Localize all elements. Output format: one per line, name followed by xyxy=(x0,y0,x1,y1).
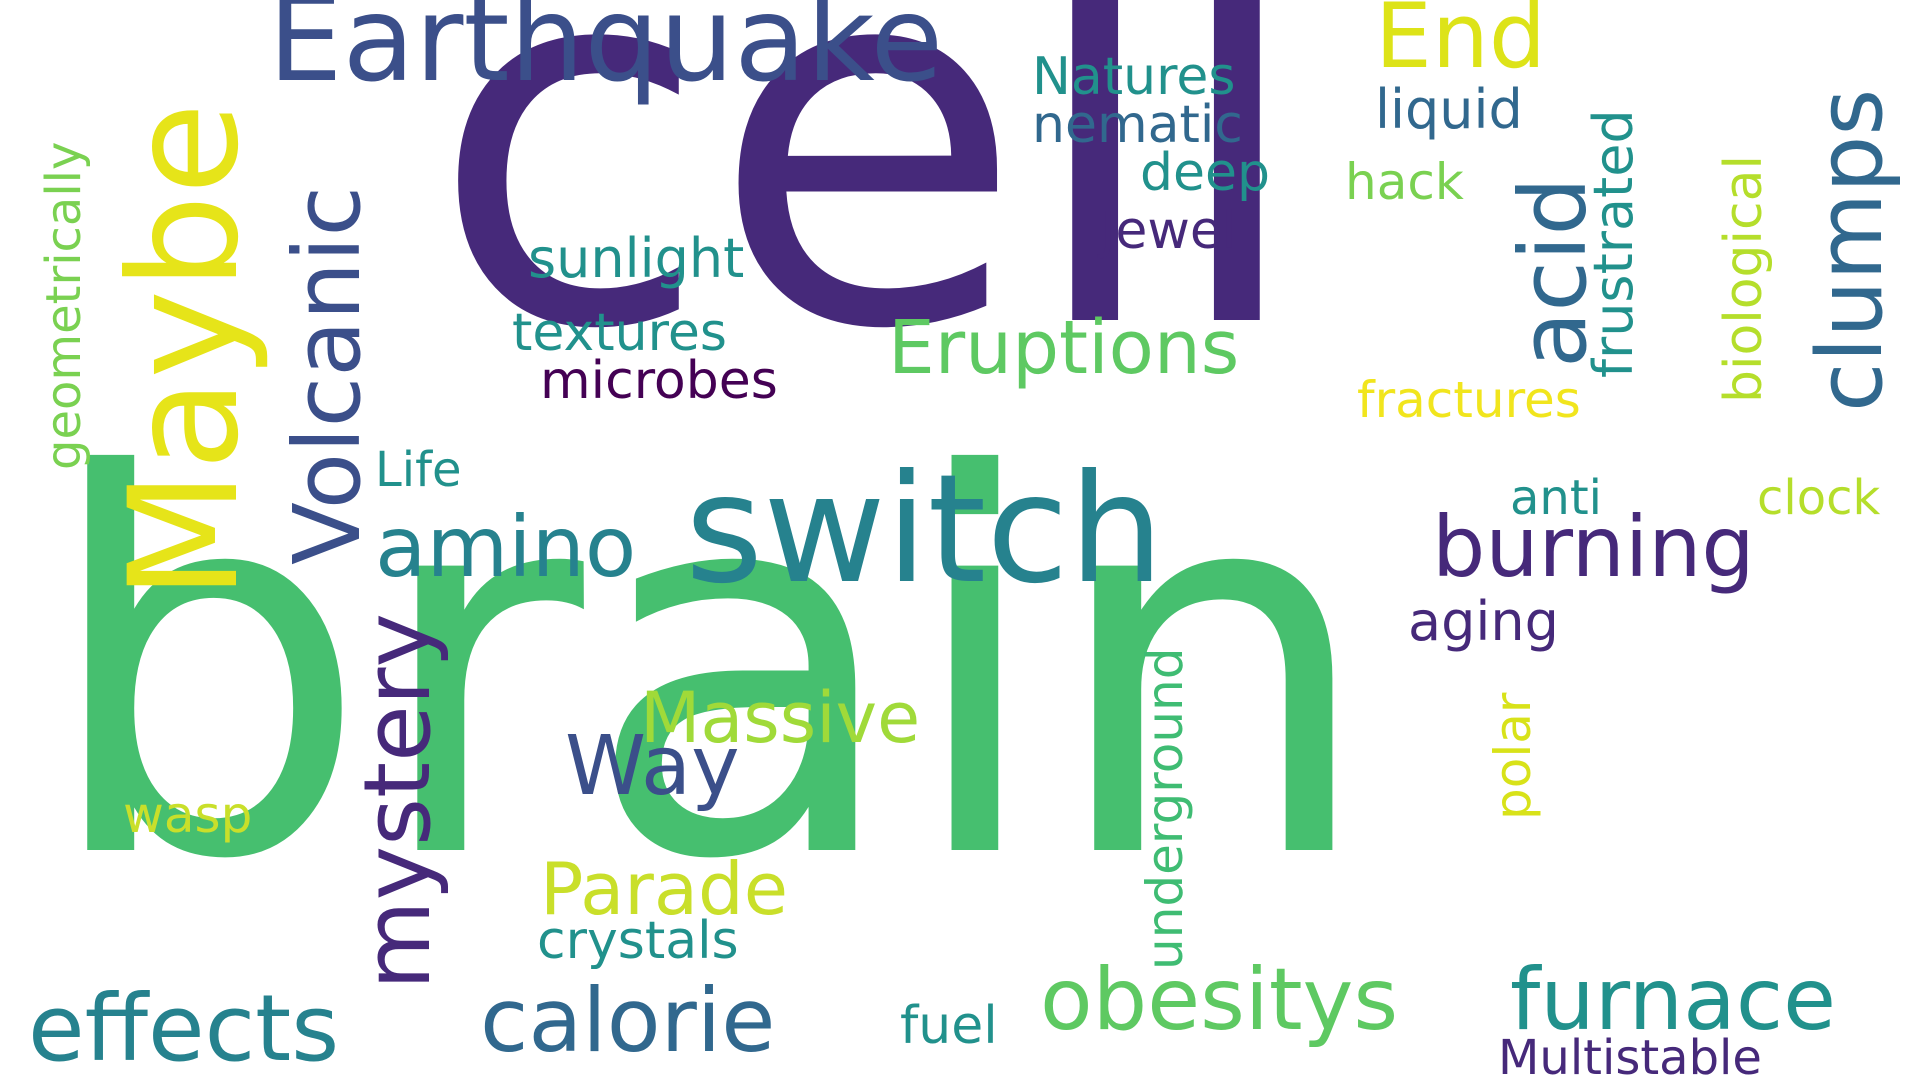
word-anti: anti xyxy=(1510,470,1602,526)
word-textures: textures xyxy=(512,303,727,363)
word-liquid: liquid xyxy=(1375,78,1523,141)
word-furnace: furnace xyxy=(1510,950,1837,1050)
word-hack: hack xyxy=(1345,153,1464,211)
word-volcanic: Volcanic xyxy=(274,185,381,565)
word-deep: deep xyxy=(1140,143,1270,203)
word-clock: clock xyxy=(1757,470,1881,526)
word-maybe: Maybe xyxy=(98,102,272,600)
word-polar: polar xyxy=(1484,692,1542,820)
word-microbes: microbes xyxy=(540,351,778,411)
word-fractures: fractures xyxy=(1357,371,1581,429)
word-geometrically: geometrically xyxy=(36,141,92,470)
word-clumps: clumps xyxy=(1798,88,1903,412)
word-cell: cell xyxy=(430,0,1308,441)
word-effects: effects xyxy=(28,975,340,1080)
word-calorie: calorie xyxy=(480,969,776,1072)
word-parade: Parade xyxy=(540,847,789,931)
word-natures: Natures xyxy=(1032,47,1236,107)
word-biological: biological xyxy=(1714,155,1774,403)
word-multistable: Multistable xyxy=(1498,1030,1762,1080)
word-massive: Massive xyxy=(640,677,921,759)
word-obesitys: obesitys xyxy=(1040,950,1399,1050)
word-wasp: wasp xyxy=(123,786,253,844)
word-aging: aging xyxy=(1408,590,1559,653)
word-fuel: fuel xyxy=(900,996,998,1056)
word-life: Life xyxy=(375,442,462,498)
word-underground: underground xyxy=(1136,647,1194,970)
word-crystals: crystals xyxy=(537,911,739,971)
word-amino: amino xyxy=(375,498,637,596)
word-end: End xyxy=(1375,0,1547,89)
word-nematic: nematic xyxy=(1032,95,1243,155)
word-sunlight: sunlight xyxy=(528,227,745,290)
word-eruptions: Eruptions xyxy=(888,305,1240,391)
word-way: Way xyxy=(565,719,740,814)
word-mystery: mystery xyxy=(344,613,451,990)
word-brain: brain xyxy=(40,367,1377,973)
word-earthquake: Earthquake xyxy=(268,0,944,108)
word-switch: switch xyxy=(685,443,1164,617)
word-jewel: Jewel xyxy=(1100,201,1237,261)
word-burning: burning xyxy=(1432,498,1755,596)
word-frustrated: frustrated xyxy=(1582,109,1645,378)
